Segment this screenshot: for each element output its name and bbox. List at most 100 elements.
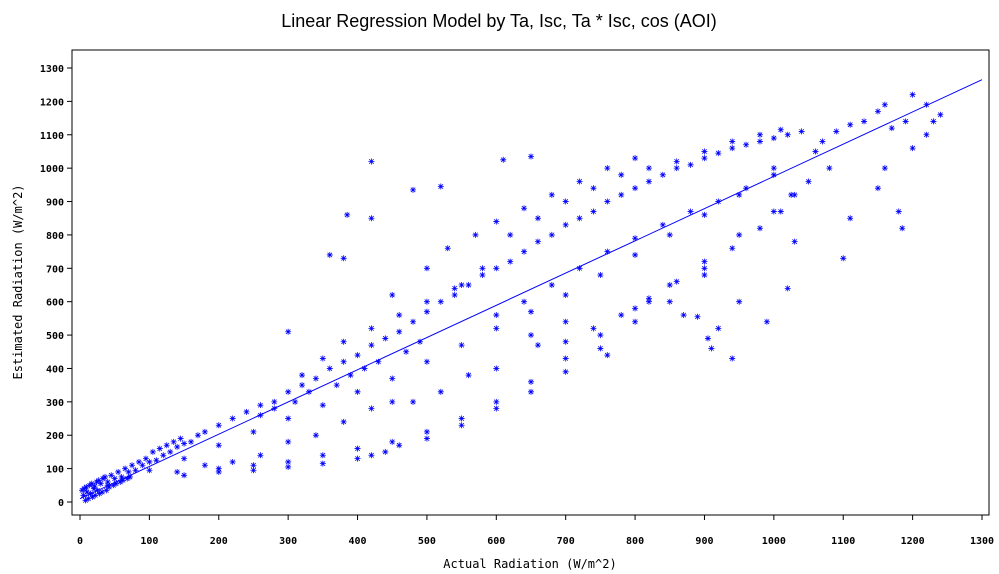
data-point [743,185,750,192]
x-tick-label: 300 [279,536,297,547]
data-point [895,208,902,215]
data-point [645,295,652,302]
data-point [250,467,257,474]
data-point [319,460,326,467]
data-point [285,388,292,395]
data-point [458,422,465,429]
y-tick-label: 0 [58,498,64,509]
data-point [423,435,430,442]
data-point [215,442,222,449]
x-tick-label: 0 [77,536,83,547]
data-point [784,285,791,292]
data-point [174,468,181,475]
data-point [548,191,555,198]
data-point [177,435,184,442]
data-point [458,415,465,422]
data-point [701,148,708,155]
data-point [340,338,347,345]
data-point [562,318,569,325]
data-point [729,355,736,362]
data-point [604,198,611,205]
y-tick-label: 200 [46,431,64,442]
data-point [368,325,375,332]
data-point [861,118,868,125]
y-tick-label: 1000 [40,164,64,175]
data-point [618,191,625,198]
data-point [812,148,819,155]
data-point [673,158,680,165]
data-point [396,312,403,319]
data-point [701,271,708,278]
data-point [507,258,514,265]
data-point [340,358,347,365]
data-point [110,482,117,489]
y-tick-label: 300 [46,398,64,409]
data-point [285,328,292,335]
data-point [472,231,479,238]
data-point [930,118,937,125]
data-point [423,358,430,365]
data-point [361,365,368,372]
data-point [788,191,795,198]
x-axis-label: Actual Radiation (W/m^2) [443,557,616,571]
data-point [840,255,847,262]
data-point [437,388,444,395]
data-point [899,225,906,232]
data-point [285,458,292,465]
data-point [354,388,361,395]
data-point [410,186,417,193]
data-point [604,248,611,255]
data-point [389,292,396,299]
data-point [562,198,569,205]
data-point [704,335,711,342]
data-point [493,398,500,405]
y-tick-label: 1300 [40,64,64,75]
data-point [493,365,500,372]
plot-frame [71,49,990,516]
data-point [194,432,201,439]
data-point [715,325,722,332]
data-point [659,221,666,228]
data-point [687,161,694,168]
data-point [201,462,208,469]
data-point [122,465,129,472]
x-tick-label: 700 [557,536,575,547]
data-point [729,145,736,152]
data-point [756,225,763,232]
data-point [181,472,188,479]
data-point [153,457,160,464]
data-point [85,495,92,502]
data-point [708,345,715,352]
data-point [632,155,639,162]
x-tick-label: 900 [695,536,713,547]
data-point [142,455,149,462]
y-axis: 0 100 200 300 400 500 600 700 800 900 1000 1100 1200… [40,64,72,509]
data-point [902,118,909,125]
data-point [139,462,146,469]
data-point [103,487,110,494]
data-point [285,415,292,422]
data-point [97,480,104,487]
data-point [156,445,163,452]
data-point [888,125,895,132]
data-point [881,101,888,108]
data-point [673,278,680,285]
data-point [113,480,120,487]
data-point [770,135,777,142]
data-point [160,452,167,459]
x-tick-label: 100 [140,536,158,547]
data-point [521,298,528,305]
data-point [271,398,278,405]
data-point [645,298,652,305]
data-point [375,358,382,365]
data-point [95,477,102,484]
data-point [465,282,472,288]
data-point [96,490,103,497]
data-point [416,338,423,345]
data-point [465,372,472,379]
data-point [120,477,127,484]
data-point [319,452,326,459]
data-point [215,422,222,429]
data-point [285,463,292,470]
x-tick-label: 1200 [901,536,925,547]
